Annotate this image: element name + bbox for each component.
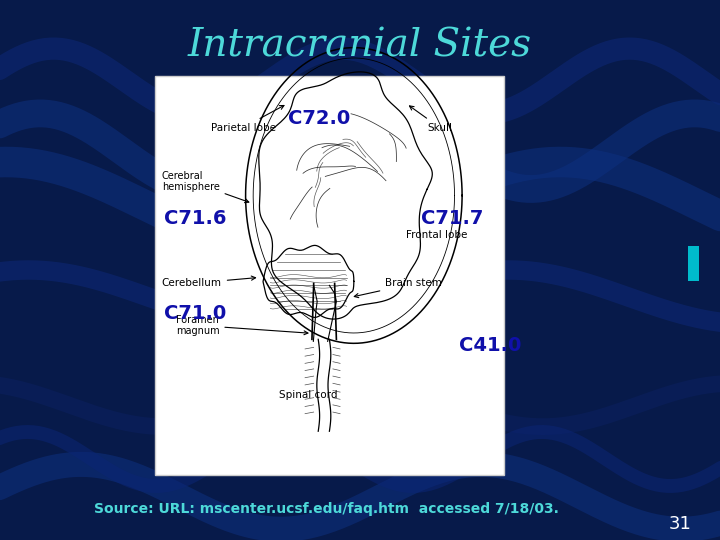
Text: Cerebral
hemisphere: Cerebral hemisphere: [162, 171, 249, 202]
Text: C72.0: C72.0: [288, 109, 350, 129]
Text: Brain stem: Brain stem: [354, 279, 442, 298]
Text: C41.0: C41.0: [459, 336, 522, 355]
Text: C71.0: C71.0: [164, 303, 226, 323]
Text: C71.6: C71.6: [164, 209, 227, 228]
Bar: [688, 246, 699, 281]
Bar: [155, 76, 504, 475]
Text: Source: URL: mscenter.ucsf.edu/faq.htm  accessed 7/18/03.: Source: URL: mscenter.ucsf.edu/faq.htm a…: [94, 502, 559, 516]
Text: Frontal lobe: Frontal lobe: [406, 231, 467, 240]
Text: Intracranial Sites: Intracranial Sites: [188, 28, 532, 64]
Text: Parietal lobe: Parietal lobe: [211, 105, 284, 132]
Text: Cerebellum: Cerebellum: [162, 276, 256, 288]
Text: Skull: Skull: [410, 106, 452, 132]
Text: Foramen
magnum: Foramen magnum: [176, 314, 308, 336]
Text: 31: 31: [668, 515, 691, 533]
Text: C71.7: C71.7: [421, 209, 484, 228]
Text: Spinal cord: Spinal cord: [279, 390, 338, 400]
